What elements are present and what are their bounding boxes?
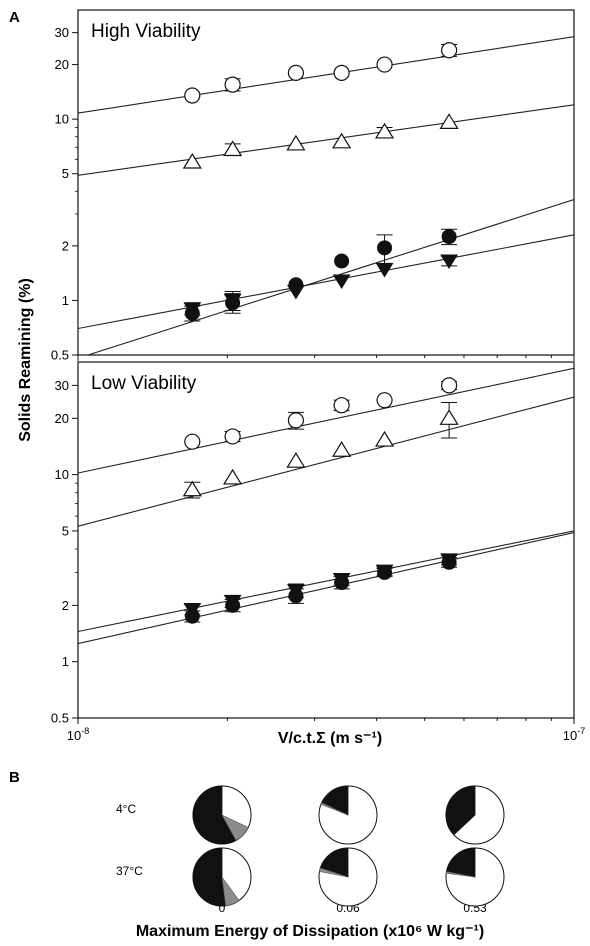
data-point	[441, 229, 457, 245]
data-point	[377, 240, 393, 256]
data-point	[376, 56, 393, 73]
data-point	[287, 285, 305, 300]
data-point	[183, 302, 202, 317]
fit-line	[78, 36, 574, 114]
data-point	[374, 122, 395, 139]
data-point	[223, 140, 243, 157]
data-point	[223, 468, 243, 485]
pie-slice-black	[319, 847, 349, 878]
fit-line	[78, 367, 574, 474]
y-tick-label: 20	[55, 57, 69, 72]
pie-slice-gray	[221, 814, 249, 841]
data-point	[286, 452, 306, 468]
data-point	[183, 603, 202, 618]
pie-slice-gray	[221, 876, 240, 907]
fit-line	[78, 396, 574, 527]
data-point	[333, 64, 350, 81]
data-point	[223, 293, 242, 309]
fit-line	[78, 530, 574, 633]
plot-frame	[77, 9, 575, 356]
data-point	[287, 412, 305, 429]
data-point	[224, 428, 241, 445]
y-tick-label: 20	[55, 411, 69, 426]
pie-grid: 4°C37°C0 0.06 0.53	[116, 785, 505, 915]
pie-slice-black	[192, 785, 237, 845]
data-point	[332, 132, 352, 149]
pie-slice-gray	[319, 867, 349, 878]
y-tick-label: 10	[55, 467, 69, 482]
data-point	[375, 564, 394, 580]
data-point	[332, 274, 351, 289]
chart-high-viability: 0.5 1 2 5 10 20 30 High Viability	[51, 9, 575, 363]
data-point	[332, 573, 351, 588]
y-tick-label: 30	[55, 25, 69, 40]
pie-slice-gray	[320, 802, 349, 816]
x-tick-label: 10-7	[563, 726, 585, 743]
data-point	[439, 409, 459, 425]
pie-slice-black	[192, 847, 227, 907]
data-point	[182, 480, 202, 497]
data-point	[184, 433, 201, 450]
data-point	[441, 377, 458, 394]
pie-slice-black	[445, 785, 476, 836]
data-point	[184, 87, 201, 104]
pie-slice-gray	[445, 871, 476, 878]
data-point	[286, 134, 306, 151]
plot-frame	[77, 361, 575, 719]
y-tick-label: 30	[55, 378, 69, 393]
row-label: 4°C	[116, 802, 136, 816]
pie-slice-black	[446, 847, 476, 878]
x-axis-label: V/c.t.Σ (m s⁻¹)	[278, 730, 382, 747]
fit-line	[78, 104, 574, 176]
y-tick-label: 1	[62, 654, 69, 669]
fit-line	[78, 234, 574, 330]
data-point	[334, 253, 350, 269]
data-point	[224, 76, 241, 93]
data-point	[374, 430, 395, 447]
fit-line	[78, 532, 574, 645]
x-tick-label: 10-8	[67, 726, 89, 743]
data-point	[375, 263, 394, 278]
data-point	[439, 113, 459, 129]
y-tick-label: 2	[62, 598, 69, 613]
panel-label-a: A	[9, 9, 20, 26]
y-tick-label: 5	[62, 166, 69, 181]
fit-line	[86, 199, 574, 355]
data-point	[332, 441, 352, 457]
y-tick-label: 1	[62, 293, 69, 308]
y-tick-label: 0.5	[51, 348, 69, 363]
data-point	[440, 254, 458, 269]
data-point	[441, 42, 458, 59]
energy-axis-label: Maximum Energy of Dissipation (x10⁶ W kg…	[136, 923, 484, 940]
data-point	[287, 64, 305, 81]
data-point	[333, 397, 350, 414]
y-tick-label: 0.5	[51, 711, 69, 726]
y-axis-label: Solids Reamining (%)	[17, 278, 34, 442]
y-tick-label: 5	[62, 523, 69, 538]
column-label: 0	[219, 901, 226, 915]
panel-label-b: B	[9, 769, 20, 786]
y-tick-label: 2	[62, 238, 69, 253]
data-point	[376, 392, 393, 409]
chart-low-viability: 0.5 1 2 5 10 20 30 Low Viability 10-8 10-7	[51, 361, 585, 743]
data-point	[287, 584, 305, 599]
panel-title: High Viability	[91, 21, 201, 42]
data-point	[440, 553, 458, 568]
y-tick-label: 10	[55, 112, 69, 127]
row-label: 37°C	[116, 864, 143, 878]
panel-title: Low Viability	[91, 373, 197, 394]
data-point	[223, 594, 242, 610]
data-point	[182, 152, 202, 169]
